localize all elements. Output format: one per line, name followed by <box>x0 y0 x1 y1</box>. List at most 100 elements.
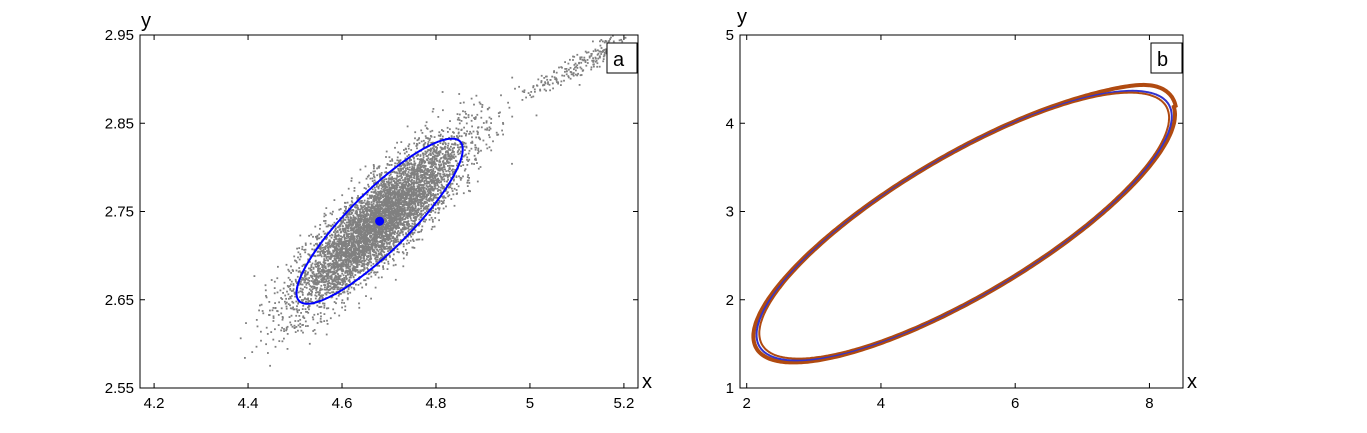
scatter-point <box>390 222 393 225</box>
scatter-point <box>465 113 467 115</box>
scatter-point <box>360 253 363 256</box>
scatter-point <box>407 145 410 147</box>
scatter-point <box>462 164 465 166</box>
scatter-point <box>465 122 468 125</box>
scatter-point <box>303 286 306 288</box>
scatter-point <box>434 193 437 196</box>
scatter-point <box>321 270 323 273</box>
scatter-point <box>380 260 383 263</box>
scatter-point <box>364 279 367 282</box>
scatter-point <box>378 173 381 175</box>
scatter-point <box>425 121 428 124</box>
scatter-point <box>413 170 416 173</box>
scatter-point <box>393 224 396 227</box>
scatter-point <box>403 197 406 199</box>
scatter-point <box>380 197 382 200</box>
scatter-point <box>346 273 349 276</box>
scatter-point <box>343 238 346 241</box>
scatter-point <box>381 195 384 197</box>
scatter-point <box>408 190 410 192</box>
scatter-point <box>311 277 314 280</box>
scatter-point <box>438 219 440 222</box>
scatter-point <box>432 168 435 170</box>
scatter-point <box>346 297 349 299</box>
scatter-point <box>402 181 405 184</box>
scatter-point <box>457 146 460 149</box>
scatter-point <box>462 155 465 158</box>
scatter-point <box>440 164 442 167</box>
scatter-point <box>341 278 344 280</box>
scatter-point <box>310 233 313 236</box>
scatter-point <box>400 177 403 179</box>
scatter-point <box>280 297 282 299</box>
scatter-point <box>380 172 383 174</box>
scatter-point <box>373 179 376 182</box>
scatter-point <box>335 276 338 279</box>
scatter-point <box>327 241 330 244</box>
scatter-point <box>341 270 344 273</box>
scatter-point <box>324 284 327 286</box>
scatter-point <box>355 217 358 220</box>
scatter-point <box>408 193 411 196</box>
scatter-point <box>394 278 397 281</box>
scatter-point <box>457 117 460 119</box>
scatter-point <box>388 219 390 222</box>
scatter-point <box>408 228 410 231</box>
scatter-point <box>422 205 424 208</box>
scatter-point <box>358 250 361 253</box>
scatter-point <box>457 132 460 135</box>
scatter-point <box>420 192 423 195</box>
scatter-point <box>308 283 311 286</box>
scatter-point <box>245 322 247 324</box>
scatter-point <box>400 202 403 205</box>
scatter-point <box>320 284 323 287</box>
scatter-point <box>438 164 441 167</box>
scatter-point <box>393 192 396 195</box>
scatter-point <box>357 228 360 230</box>
scatter-point <box>395 224 398 227</box>
scatter-point <box>388 174 391 177</box>
scatter-point <box>463 154 466 157</box>
scatter-point <box>385 238 387 240</box>
scatter-point <box>424 195 427 198</box>
scatter-point <box>345 246 348 249</box>
scatter-point <box>369 248 372 251</box>
scatter-point <box>345 249 348 252</box>
scatter-point <box>339 283 342 286</box>
scatter-point <box>351 223 354 226</box>
scatter-point <box>395 178 398 181</box>
scatter-point <box>416 167 418 170</box>
scatter-point <box>458 135 461 137</box>
scatter-point <box>454 155 457 158</box>
scatter-point <box>316 263 319 265</box>
scatter-point <box>304 279 307 282</box>
scatter-point <box>301 245 304 248</box>
scatter-point <box>448 158 450 160</box>
scatter-point <box>354 258 356 261</box>
scatter-point <box>375 230 378 233</box>
scatter-point <box>480 126 483 129</box>
scatter-point <box>397 159 400 162</box>
scatter-point <box>347 221 350 224</box>
scatter-point <box>308 305 310 307</box>
scatter-point <box>408 215 410 218</box>
scatter-point <box>343 253 346 256</box>
scatter-point <box>327 284 329 287</box>
scatter-point <box>371 177 374 180</box>
scatter-point <box>417 209 420 212</box>
scatter-point <box>296 282 298 284</box>
scatter-point <box>467 174 470 176</box>
scatter-point <box>377 185 380 188</box>
scatter-point <box>324 246 326 248</box>
scatter-point <box>349 281 351 283</box>
scatter-point <box>430 170 433 173</box>
scatter-point <box>393 180 396 182</box>
scatter-point <box>347 216 350 219</box>
scatter-point <box>427 192 430 194</box>
scatter-point <box>291 307 293 310</box>
scatter-point <box>324 253 327 256</box>
scatter-point <box>490 149 493 152</box>
scatter-point <box>430 148 433 151</box>
scatter-point <box>384 195 387 198</box>
scatter-point <box>322 261 325 264</box>
